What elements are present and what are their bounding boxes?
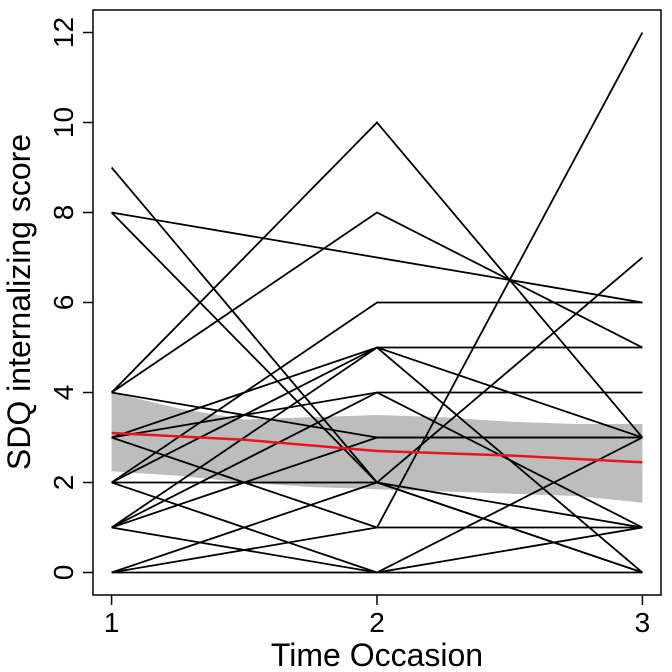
trajectory-line-5 [110, 121, 644, 439]
x-tick-label-1: 1 [104, 607, 120, 638]
y-tick-label-8: 8 [48, 205, 79, 221]
x-axis-title: Time Occasion [271, 637, 483, 672]
x-tick-label-3: 3 [635, 607, 651, 638]
y-tick-label-2: 2 [48, 475, 79, 491]
trajectory-line-10 [111, 301, 643, 484]
y-tick-label-6: 6 [48, 295, 79, 311]
mean-trend-line [111, 431, 643, 464]
trajectory-line-15 [111, 391, 643, 529]
confidence-band-layer [111, 392, 643, 503]
y-tick-label-0: 0 [48, 565, 79, 581]
confidence-band [111, 392, 643, 503]
y-tick-label-4: 4 [48, 385, 79, 401]
y-tick-label-10: 10 [48, 107, 79, 138]
trajectory-line-2 [111, 211, 643, 304]
y-tick-label-12: 12 [48, 17, 79, 48]
trajectory-line-18 [111, 481, 643, 574]
trajectory-line-19 [111, 526, 643, 574]
trajectory-line-16 [111, 526, 643, 574]
trajectory-line-14 [111, 346, 643, 529]
x-tick-label-2: 2 [369, 607, 385, 638]
trajectory-line-17 [111, 436, 643, 529]
mean-trend-layer [111, 431, 643, 464]
y-axis-title: SDQ internalizing score [1, 134, 37, 470]
